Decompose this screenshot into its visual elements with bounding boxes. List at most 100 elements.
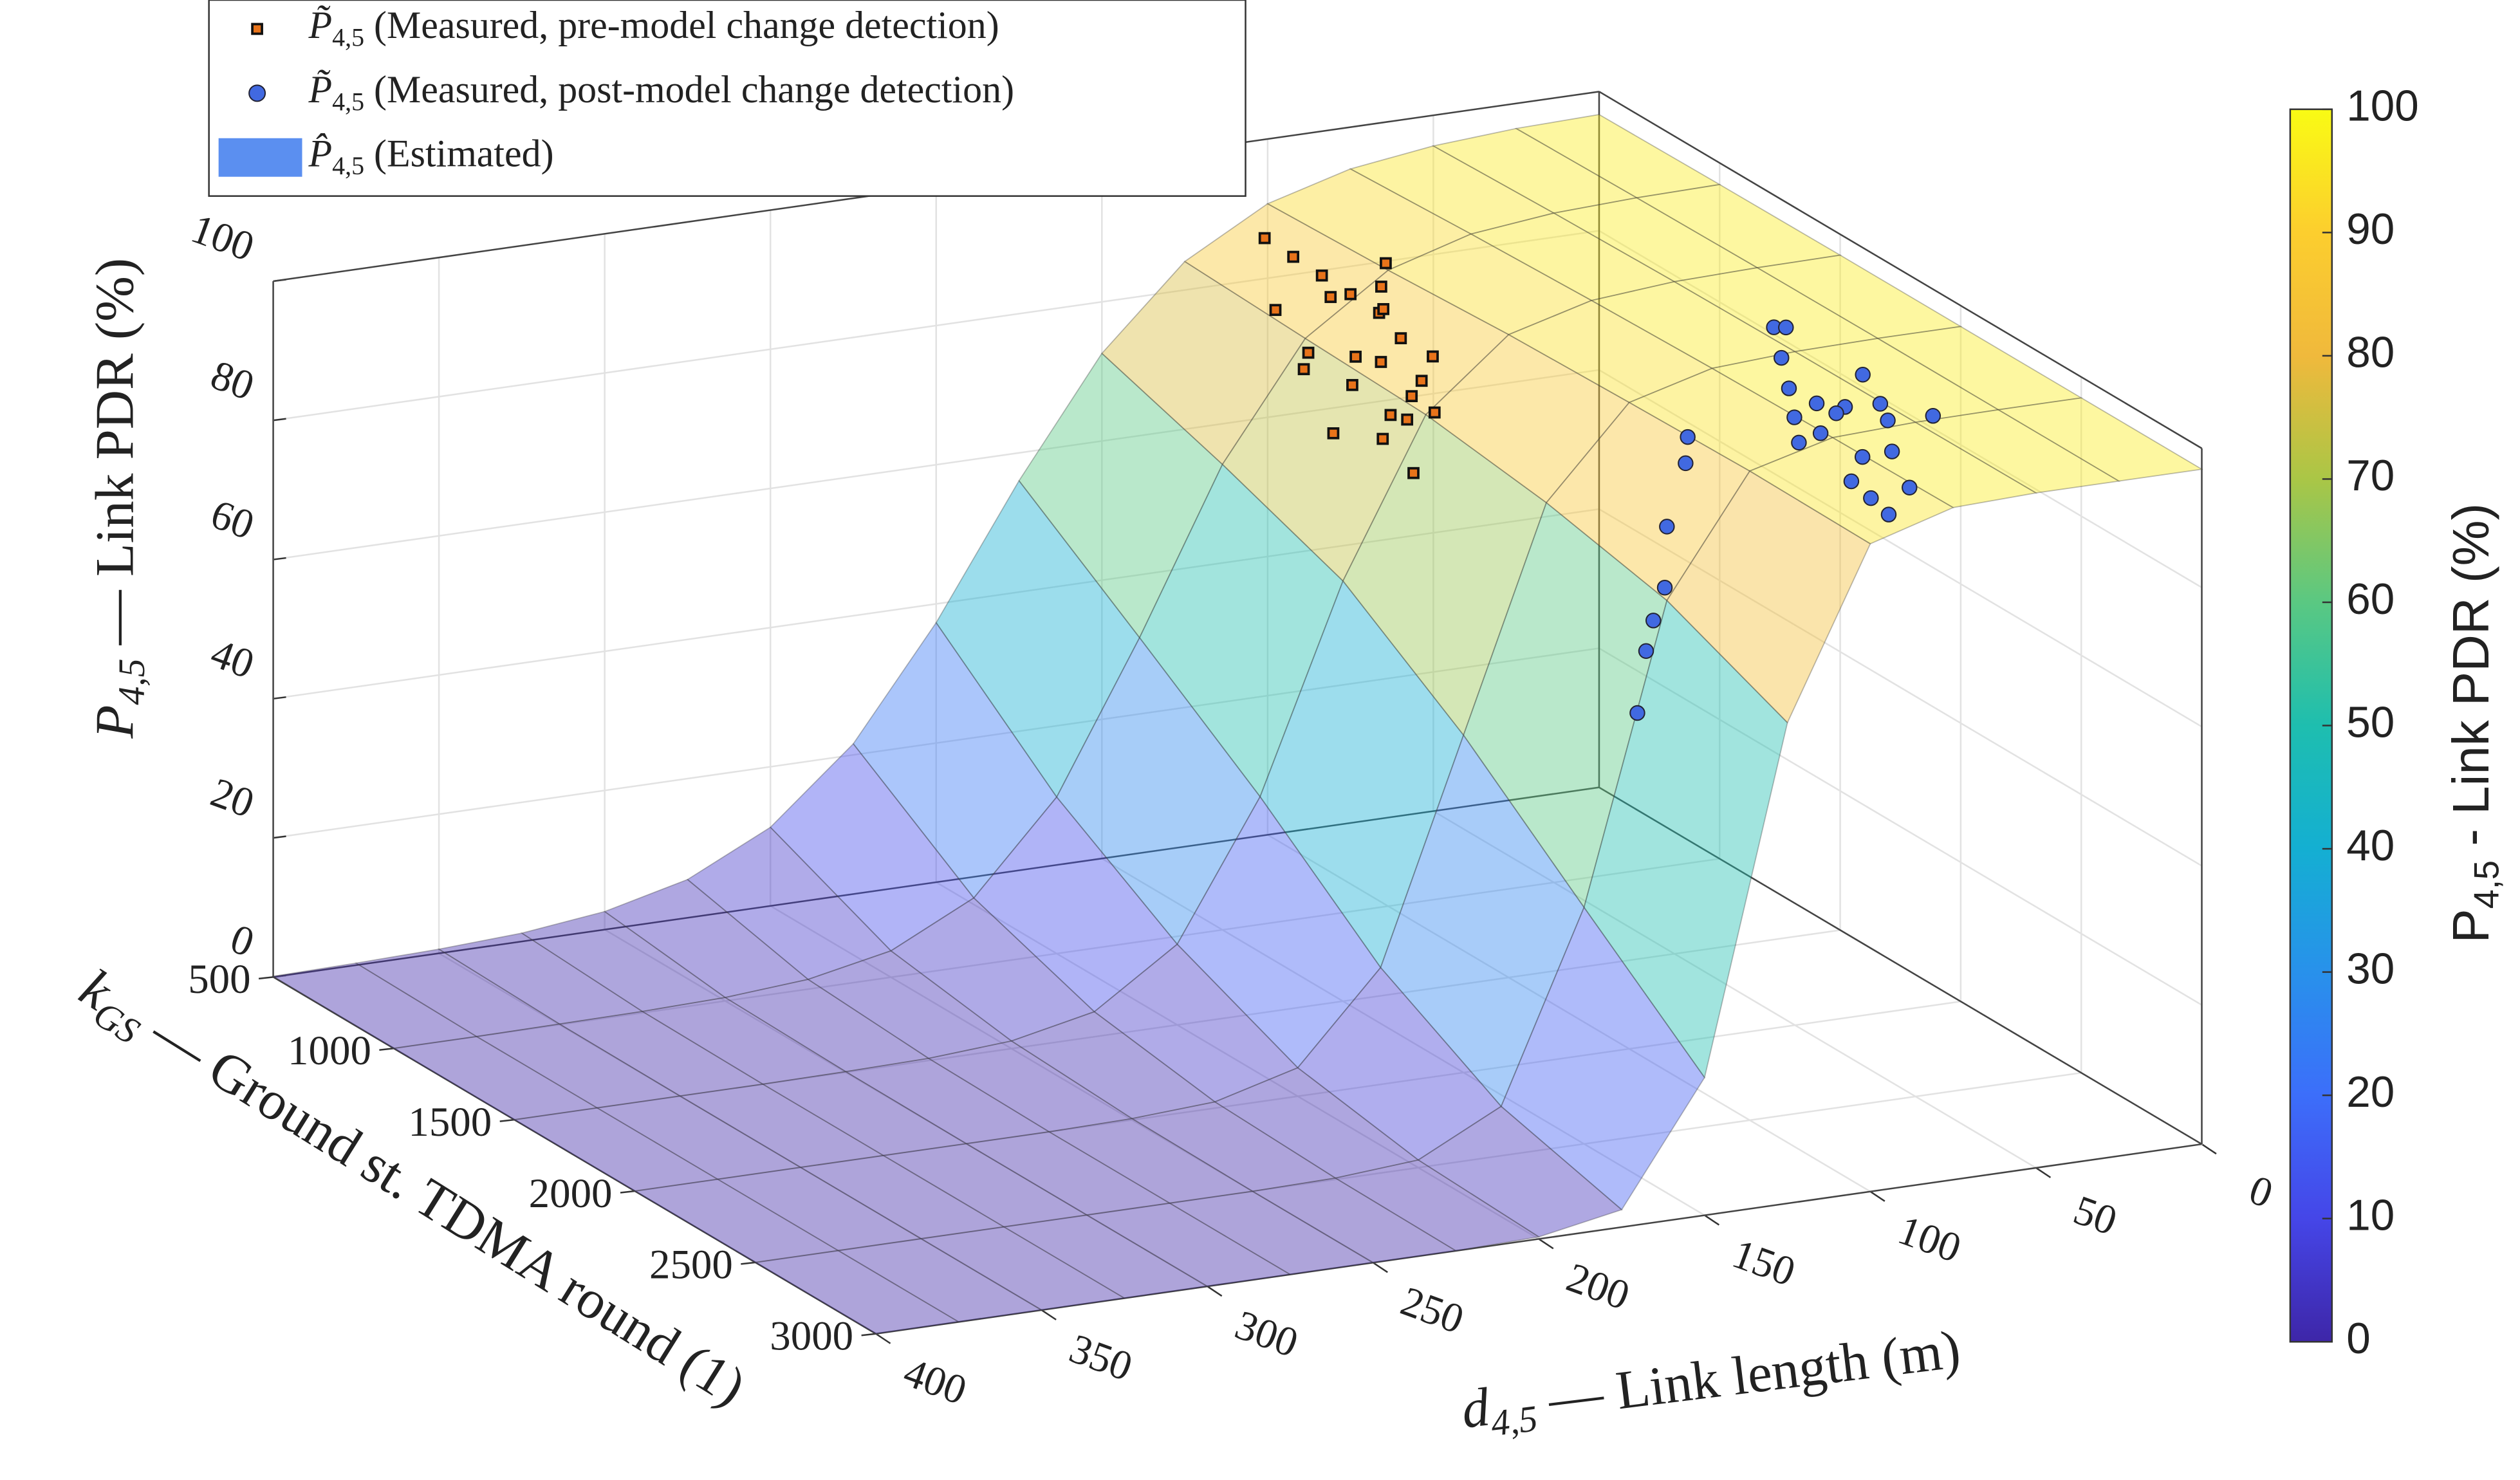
colorbar-tick-label: 100 bbox=[2346, 82, 2418, 131]
surface-patch bbox=[633, 1178, 840, 1263]
x-tick-label: 300 bbox=[1229, 1302, 1304, 1367]
surface-patch bbox=[1342, 414, 1548, 737]
tick-mark bbox=[1869, 1190, 1885, 1202]
surface-patch bbox=[1672, 267, 1880, 353]
surface-patch bbox=[1545, 402, 1751, 602]
legend-box bbox=[208, 0, 1246, 197]
surface-patch bbox=[1666, 470, 1871, 724]
colorbar-tick-label: 90 bbox=[2346, 205, 2395, 254]
surface-patch bbox=[935, 479, 1140, 799]
surface-patch bbox=[852, 622, 1058, 899]
colorbar-label-text: - Link PDR (%) bbox=[2442, 503, 2499, 860]
tick-mark bbox=[499, 1118, 515, 1122]
point bbox=[1855, 367, 1871, 383]
point bbox=[1384, 409, 1397, 421]
surface-patch bbox=[392, 1035, 599, 1121]
point bbox=[1349, 350, 1362, 363]
surface-patch bbox=[1047, 1118, 1254, 1204]
tick-mark bbox=[1538, 1238, 1554, 1250]
surface-patch bbox=[1259, 580, 1465, 969]
point bbox=[1377, 302, 1390, 315]
point bbox=[1394, 332, 1407, 344]
y-tick-label: 500 bbox=[188, 956, 250, 1003]
point bbox=[1812, 425, 1829, 441]
surface-patch bbox=[769, 743, 975, 952]
legend-label: P̃4,5 (Measured, post-model change detect… bbox=[308, 68, 1015, 116]
point bbox=[1781, 380, 1797, 396]
legend-symbol: P̃ bbox=[308, 4, 333, 46]
surface-patch bbox=[1056, 636, 1261, 945]
tick-mark bbox=[875, 1333, 891, 1344]
surface-patch bbox=[1469, 212, 1676, 301]
surface-patch bbox=[1221, 337, 1427, 582]
axis-edge bbox=[875, 1143, 2202, 1335]
point bbox=[1297, 363, 1310, 376]
surface-patch bbox=[1552, 197, 1759, 282]
surface-patch bbox=[1250, 1177, 1458, 1264]
tick-mark bbox=[620, 1190, 635, 1194]
point bbox=[1808, 395, 1825, 412]
point bbox=[1405, 390, 1418, 402]
z-axis-label: P4,5 — Link PDR (%) bbox=[85, 258, 153, 739]
legend-symbol: P̂ bbox=[308, 132, 333, 174]
surface-patch bbox=[723, 979, 931, 1073]
colorbar-label-symbol: P bbox=[2442, 909, 2499, 943]
legend-name: (Measured, post-model change detection) bbox=[374, 68, 1014, 111]
point bbox=[1678, 455, 1694, 472]
y-tick-label: 1000 bbox=[288, 1028, 371, 1074]
point bbox=[1863, 490, 1879, 506]
surface-patch bbox=[1831, 421, 2038, 508]
point bbox=[1346, 378, 1358, 391]
x-tick-label: 400 bbox=[898, 1349, 972, 1414]
y-tick-label: 2000 bbox=[529, 1170, 613, 1217]
surface-patch bbox=[272, 962, 479, 1050]
surface-patch bbox=[1589, 281, 1797, 369]
surface-patch bbox=[844, 1057, 1051, 1145]
point bbox=[1415, 375, 1428, 387]
x-tick-label: 250 bbox=[1395, 1278, 1470, 1343]
point bbox=[1791, 434, 1807, 451]
surface-patch bbox=[882, 1143, 1089, 1228]
x-tick-label: 150 bbox=[1727, 1230, 1801, 1295]
surface-patch bbox=[1304, 269, 1510, 416]
surface-patch bbox=[927, 1040, 1134, 1133]
tick-mark bbox=[861, 1333, 876, 1337]
surface-patch bbox=[1333, 1159, 1541, 1252]
surface-patch bbox=[1431, 127, 1638, 214]
colorbar-label: P4,5 - Link PDR (%) bbox=[2442, 503, 2506, 943]
point bbox=[1880, 506, 1897, 523]
point bbox=[1315, 269, 1328, 282]
colorbar-tick-label: 50 bbox=[2346, 698, 2395, 746]
point bbox=[1380, 257, 1392, 270]
x-tick-label: 200 bbox=[1561, 1254, 1635, 1319]
legend-name: (Measured, pre-model change detection) bbox=[374, 4, 999, 46]
legend: P̃4,5 (Measured, pre-model change detecti… bbox=[208, 0, 1246, 197]
z-tick-label: 40 bbox=[205, 630, 260, 688]
z-axis-label-symbol: P bbox=[85, 705, 145, 739]
surface-patch bbox=[1463, 501, 1668, 909]
surface-patch bbox=[1996, 397, 2204, 482]
surface-patch bbox=[1183, 203, 1389, 339]
tick-mark bbox=[1041, 1309, 1057, 1320]
legend-marker bbox=[218, 138, 302, 177]
surface-patch bbox=[686, 826, 893, 980]
legend-name: (Estimated) bbox=[374, 132, 554, 174]
surface-patch bbox=[1297, 967, 1503, 1161]
point bbox=[1680, 429, 1696, 445]
point bbox=[1854, 449, 1871, 465]
legend-label: P̃4,5 (Measured, pre-model change detecti… bbox=[308, 4, 999, 52]
z-tick-label: 100 bbox=[185, 205, 260, 270]
surface-patch bbox=[1266, 168, 1472, 271]
surface-patch bbox=[889, 897, 1096, 1042]
colorbar-tick-label: 60 bbox=[2346, 575, 2395, 624]
colorbar-label-subscript: 4,5 bbox=[2467, 860, 2506, 909]
tick-mark bbox=[273, 696, 286, 700]
surface-patch bbox=[1417, 1105, 1623, 1238]
point bbox=[1778, 319, 1794, 336]
surface-patch bbox=[1018, 352, 1223, 639]
point bbox=[1428, 406, 1441, 419]
surface-patch bbox=[1793, 337, 2000, 423]
point bbox=[1656, 579, 1673, 596]
surface-patch bbox=[1138, 463, 1344, 798]
